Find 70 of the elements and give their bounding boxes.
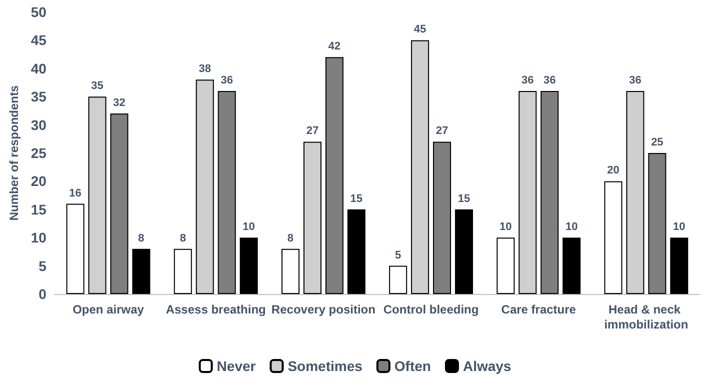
x-tick-label: Assess breathing <box>166 302 266 316</box>
bar <box>66 204 84 294</box>
bar <box>196 80 214 294</box>
data-label: 15 <box>350 192 363 205</box>
data-label: 36 <box>522 74 534 86</box>
data-label: 25 <box>651 136 664 148</box>
bar <box>518 90 537 294</box>
bar <box>540 90 559 294</box>
legend-label: Sometimes <box>288 358 363 374</box>
data-label: 10 <box>242 221 255 234</box>
legend-label: Often <box>394 358 431 374</box>
legend-label: Never <box>216 358 256 374</box>
y-tick-label: 30 <box>30 116 47 133</box>
data-label: 8 <box>138 232 144 244</box>
y-tick-label: 50 <box>30 4 47 20</box>
data-label: 8 <box>180 232 186 244</box>
data-label: 32 <box>113 97 126 110</box>
data-label: 20 <box>607 164 620 177</box>
bar <box>132 248 150 294</box>
bar <box>454 209 473 294</box>
data-label: 35 <box>91 80 104 92</box>
x-tick-label: Control bleeding <box>383 302 479 316</box>
data-label: 42 <box>328 40 341 53</box>
bar <box>240 238 258 294</box>
y-tick-label: 0 <box>38 286 47 302</box>
bar <box>433 142 452 294</box>
x-tick-label: Open airway <box>72 302 144 316</box>
y-tick-label: 45 <box>30 32 47 48</box>
data-label: 38 <box>198 63 211 76</box>
data-label: 45 <box>414 24 426 36</box>
bar <box>648 153 666 294</box>
bar <box>325 57 344 294</box>
y-axis-title: Number of respondents <box>7 85 21 221</box>
y-tick-label: 25 <box>30 145 47 161</box>
data-label: 27 <box>436 125 448 138</box>
data-label: 36 <box>543 74 556 86</box>
bar <box>303 142 322 294</box>
bar <box>88 96 106 294</box>
data-label: 5 <box>395 249 402 262</box>
bar <box>496 238 515 294</box>
y-tick-label: 35 <box>30 88 47 105</box>
data-label: 10 <box>565 221 578 234</box>
bar <box>281 248 300 294</box>
y-tick-label: 15 <box>30 201 47 218</box>
bar <box>411 40 430 294</box>
bar <box>218 90 236 294</box>
legend-label: Always <box>462 358 512 374</box>
y-tick-label: 5 <box>38 258 47 274</box>
bar <box>626 90 644 294</box>
bar <box>389 266 408 294</box>
y-tick-label: 20 <box>30 173 47 190</box>
data-label: 27 <box>306 125 319 138</box>
data-label: 36 <box>629 74 642 86</box>
data-label: 16 <box>69 187 82 200</box>
data-label: 10 <box>673 221 686 234</box>
data-label: 36 <box>220 74 233 86</box>
bar <box>604 181 622 294</box>
y-tick-label: 40 <box>30 60 47 76</box>
bar <box>347 209 366 294</box>
bar <box>562 238 581 294</box>
bar <box>670 238 688 294</box>
y-tick-label: 10 <box>30 230 47 246</box>
data-label: 8 <box>287 232 294 244</box>
x-tick-label: Care fracture <box>501 302 576 316</box>
data-label: 10 <box>500 221 512 234</box>
x-tick-label: Recovery position <box>271 302 376 316</box>
x-tick-label: Head & neck immobilization <box>604 302 688 332</box>
bar <box>110 114 128 294</box>
bar <box>174 248 192 294</box>
data-label: 15 <box>458 192 470 205</box>
